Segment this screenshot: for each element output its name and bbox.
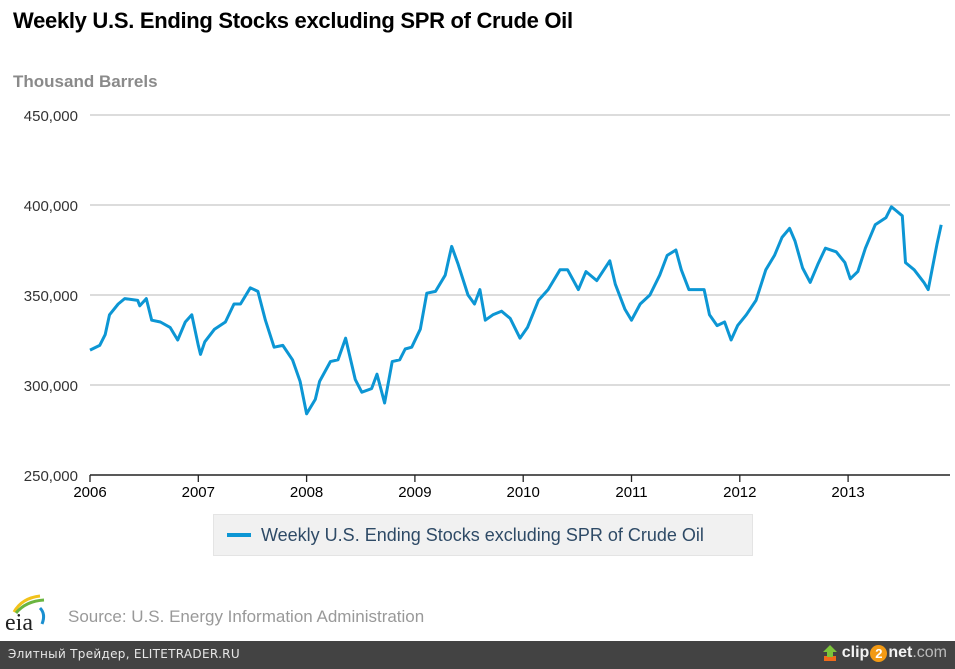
logo-swoosh-yellow: [12, 594, 41, 613]
upload-arrow-icon: [822, 645, 837, 661]
line-chart: 250,000 300,000 350,000 400,000 450,000 2006…: [24, 108, 950, 501]
eia-logo: eia: [5, 594, 46, 634]
y-axis-ticks: 250,000 300,000 350,000 400,000 450,000: [24, 108, 78, 485]
logo-swoosh-green: [14, 598, 45, 614]
series-line: [89, 205, 943, 416]
brand-part-com: .com: [912, 644, 947, 661]
footer-site-text: Элитный Трейдер, ELITETRADER.RU: [8, 647, 240, 661]
clip2net-brand[interactable]: clip 2 net .com: [822, 644, 947, 662]
source-note: Source: U.S. Energy Information Administ…: [68, 607, 425, 626]
brand-part-clip: clip: [841, 644, 870, 661]
x-tick-label: 2008: [290, 484, 323, 501]
y-tick-label: 250,000: [24, 468, 78, 485]
x-tick-label: 2013: [831, 484, 864, 501]
brand-part-net: net: [888, 644, 913, 661]
legend[interactable]: Weekly U.S. Ending Stocks excluding SPR …: [213, 514, 753, 556]
y-tick-label: 400,000: [24, 198, 78, 215]
series-group: [89, 205, 943, 416]
legend-swatch: [227, 533, 251, 537]
y-tick-label: 300,000: [24, 378, 78, 395]
x-tick-label: 2007: [182, 484, 215, 501]
logo-swoosh-blue: [38, 606, 46, 625]
legend-label: Weekly U.S. Ending Stocks excluding SPR …: [261, 524, 704, 545]
brand-part-two: 2: [870, 644, 888, 662]
logo-text: eia: [5, 610, 33, 634]
gridlines: [90, 114, 950, 386]
y-axis-units-label: Thousand Barrels: [13, 72, 158, 91]
chart-title: Weekly U.S. Ending Stocks excluding SPR …: [13, 8, 573, 33]
y-tick-label: 350,000: [24, 288, 78, 305]
x-axis: 2006 2007 2008 2009 2010 2011 2012 2013: [73, 474, 950, 501]
x-tick-label: 2006: [73, 484, 106, 501]
x-tick-label: 2010: [507, 484, 540, 501]
x-tick-label: 2011: [615, 484, 647, 501]
y-tick-label: 450,000: [24, 108, 78, 125]
x-tick-label: 2012: [723, 484, 756, 501]
x-tick-label: 2009: [398, 484, 431, 501]
footer-bar: Элитный Трейдер, ELITETRADER.RU clip 2 net…: [0, 641, 955, 669]
